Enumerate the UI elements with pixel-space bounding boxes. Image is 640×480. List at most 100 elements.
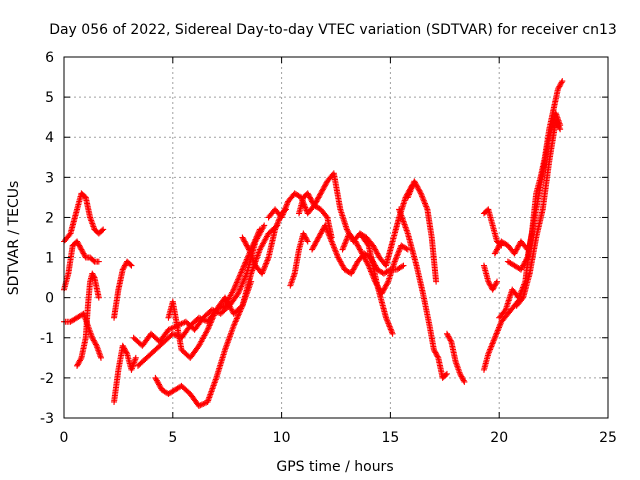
- data-point-marker: [211, 310, 218, 317]
- data-point-marker: [210, 312, 217, 319]
- data-point-marker: [236, 286, 243, 293]
- data-point-marker: [254, 230, 261, 237]
- data-point-marker: [245, 245, 252, 252]
- data-point-marker: [303, 237, 310, 244]
- data-point-marker: [231, 285, 238, 292]
- data-point-marker: [250, 242, 257, 249]
- series-arc-17: [356, 230, 396, 337]
- series-arc-26: [504, 78, 566, 273]
- data-point-marker: [243, 257, 250, 264]
- data-point-marker: [240, 263, 247, 270]
- data-point-marker: [231, 283, 238, 290]
- data-point-marker: [248, 278, 255, 285]
- data-point-marker: [250, 240, 257, 247]
- data-point-marker: [239, 280, 246, 287]
- plot-frame: [63, 56, 609, 419]
- data-point-marker: [559, 78, 566, 85]
- data-point-marker: [236, 287, 243, 294]
- data-point-marker: [242, 259, 249, 266]
- data-point-marker: [77, 356, 84, 363]
- data-point-marker: [240, 279, 247, 286]
- data-point-marker: [389, 330, 396, 337]
- data-point-marker: [208, 316, 215, 323]
- data-point-marker: [461, 378, 468, 385]
- data-point-marker: [238, 269, 245, 276]
- series-arc-22: [480, 262, 501, 293]
- data-point-marker: [205, 323, 212, 330]
- data-point-marker: [241, 260, 248, 267]
- data-point-marker: [557, 126, 564, 133]
- data-point-marker: [400, 262, 407, 269]
- y-tick-label: 5: [45, 90, 54, 106]
- data-point-marker: [253, 233, 260, 240]
- data-point-marker: [233, 280, 240, 287]
- x-tick-label: 20: [490, 430, 508, 446]
- data-point-marker: [206, 322, 213, 329]
- data-point-marker: [253, 235, 260, 242]
- series-arc-5: [111, 258, 135, 321]
- data-point-marker: [230, 286, 237, 293]
- data-point-marker: [235, 276, 242, 283]
- data-point-marker: [323, 213, 330, 220]
- data-point-marker: [99, 227, 106, 234]
- data-point-marker: [127, 261, 134, 268]
- data-point-marker: [304, 238, 311, 245]
- data-point-marker: [251, 239, 258, 246]
- data-point-marker: [128, 262, 135, 269]
- series-arc-2: [61, 238, 102, 293]
- data-point-marker: [95, 258, 102, 265]
- data-point-marker: [244, 255, 251, 262]
- tick-labels: -3 -2 -1 0 1 2 3 4 5 6 0 5 10 15 20 25: [40, 50, 617, 446]
- y-tick-label: -3: [40, 411, 54, 427]
- data-point-marker: [92, 341, 99, 348]
- data-point-marker: [231, 321, 238, 328]
- data-point-marker: [234, 314, 241, 321]
- data-point-marker: [241, 262, 248, 269]
- data-point-marker: [523, 255, 530, 262]
- data-point-marker: [251, 237, 258, 244]
- data-point-marker: [210, 313, 217, 320]
- data-point-marker: [493, 279, 500, 286]
- y-tick-label: 1: [45, 251, 54, 267]
- data-point-marker: [233, 317, 240, 324]
- data-point-marker: [235, 290, 242, 297]
- data-point-marker: [231, 319, 238, 326]
- data-point-marker: [233, 279, 240, 286]
- x-tick-label: 5: [168, 430, 177, 446]
- chart-title: Day 056 of 2022, Sidereal Day-to-day VTE…: [49, 22, 617, 38]
- series-arc-10: [165, 278, 255, 361]
- data-point-marker: [235, 275, 242, 282]
- y-tick-label: -2: [40, 371, 54, 387]
- data-point-marker: [208, 318, 215, 325]
- x-tick-label: 10: [273, 430, 291, 446]
- data-point-marker: [404, 246, 411, 253]
- data-point-marker: [417, 189, 424, 196]
- data-point-marker: [494, 278, 501, 285]
- data-point-marker: [241, 276, 248, 283]
- data-point-marker: [447, 337, 454, 344]
- data-point-marker: [433, 278, 440, 285]
- series-arc-27: [513, 118, 564, 309]
- data-point-marker: [207, 321, 214, 328]
- x-tick-label: 0: [60, 430, 69, 446]
- data-markers: [61, 78, 566, 409]
- data-point-marker: [237, 284, 244, 291]
- data-point-marker: [384, 279, 391, 286]
- x-tick-label: 15: [381, 430, 399, 446]
- data-point-marker: [364, 241, 371, 248]
- data-point-marker: [123, 349, 130, 356]
- series-arc-20: [443, 330, 468, 385]
- y-tick-label: 6: [45, 50, 54, 66]
- data-point-marker: [235, 289, 242, 296]
- y-tick-label: 0: [45, 291, 54, 307]
- data-point-marker: [238, 268, 245, 275]
- data-point-marker: [403, 245, 410, 252]
- series-arc-1: [61, 190, 107, 245]
- data-point-marker: [90, 273, 97, 280]
- data-point-marker: [442, 371, 449, 378]
- data-point-marker: [256, 226, 263, 233]
- data-point-marker: [232, 318, 239, 325]
- data-point-marker: [207, 319, 214, 326]
- data-point-marker: [238, 282, 245, 289]
